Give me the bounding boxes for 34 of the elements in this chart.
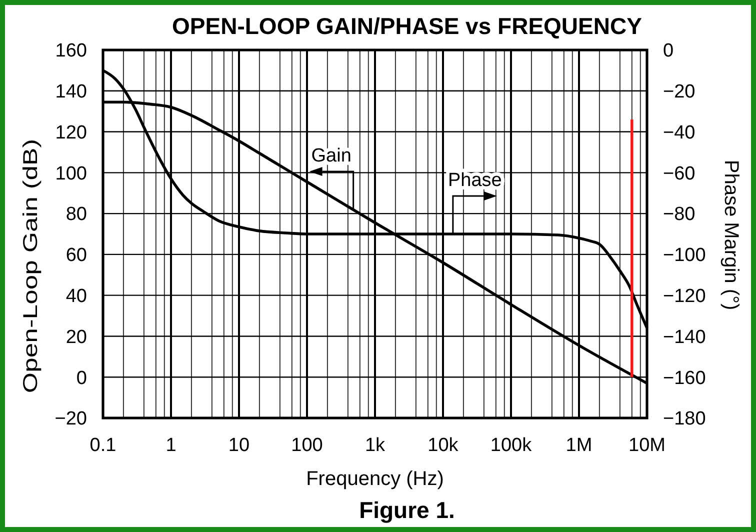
- y2-tick-label: −80: [663, 204, 696, 226]
- y-tick-label: 80: [66, 204, 87, 226]
- x-axis-title: Frequency (Hz): [306, 468, 444, 490]
- caption: Figure 1.: [359, 497, 455, 523]
- y-axis-title: Open-Loop Gain (dB): [19, 138, 42, 394]
- y2-tick-label: 0: [663, 40, 674, 62]
- y2-tick-label: −40: [663, 122, 696, 144]
- y-tick-label: 120: [55, 122, 87, 144]
- y2-tick-label: −140: [663, 326, 706, 348]
- y2-tick-label: −120: [663, 286, 706, 307]
- y-tick-label: 20: [66, 326, 87, 348]
- y-tick-label: 0: [76, 368, 87, 389]
- x-tick-label: 10k: [428, 435, 459, 456]
- y-tick-label: −20: [54, 408, 87, 430]
- x-tick-label: 1M: [566, 435, 592, 456]
- x-tick-label: 0.1: [90, 435, 116, 456]
- y-tick-label: 40: [66, 286, 87, 307]
- chart-title: OPEN-LOOP GAIN/PHASE vs FREQUENCY: [172, 13, 642, 39]
- x-tick-label: 1k: [364, 435, 386, 456]
- y-tick-label: 100: [55, 163, 87, 184]
- y2-tick-label: −20: [663, 82, 696, 103]
- y2-tick-label: −180: [663, 408, 706, 430]
- y-tick-label: 60: [66, 245, 87, 266]
- y-tick-label: 160: [55, 40, 87, 62]
- x-tick-label: 100: [291, 435, 323, 456]
- x-tick-label: 10M: [628, 435, 666, 456]
- y2-tick-label: −160: [663, 368, 706, 389]
- x-tick-label: 100k: [490, 435, 532, 456]
- y2-axis-title: Phase Margin (°): [720, 160, 742, 310]
- x-tick-label: 10: [228, 435, 250, 456]
- y2-tick-label: −100: [663, 245, 706, 266]
- y-tick-label: 140: [55, 82, 87, 103]
- x-tick-label: 1: [166, 435, 176, 456]
- y2-tick-label: −60: [663, 163, 696, 184]
